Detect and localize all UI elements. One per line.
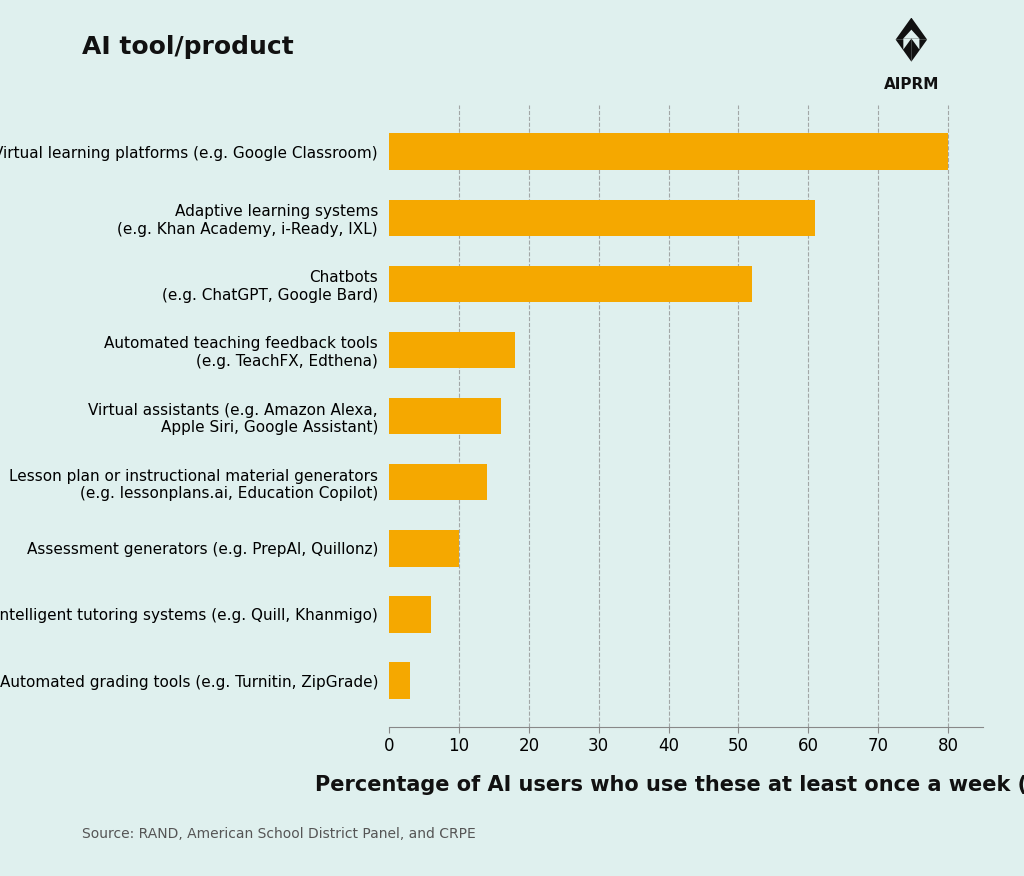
Polygon shape [903,39,911,50]
Polygon shape [911,39,920,50]
Polygon shape [896,18,927,39]
Bar [389,530,459,567]
Bar [389,133,948,170]
Bar [389,464,487,500]
Text: Source: RAND, American School District Panel, and CRPE: Source: RAND, American School District P… [82,827,476,841]
Bar [389,597,431,632]
Text: AI tool/product: AI tool/product [82,35,294,59]
Polygon shape [911,39,927,61]
Polygon shape [896,39,911,61]
Bar [389,662,410,699]
Bar [389,332,515,368]
Bar [389,200,815,236]
Bar [389,265,753,302]
X-axis label: Percentage of AI users who use these at least once a week (%): Percentage of AI users who use these at … [314,775,1024,795]
Polygon shape [903,30,920,39]
Bar [389,398,501,434]
Text: AIPRM: AIPRM [884,77,939,92]
